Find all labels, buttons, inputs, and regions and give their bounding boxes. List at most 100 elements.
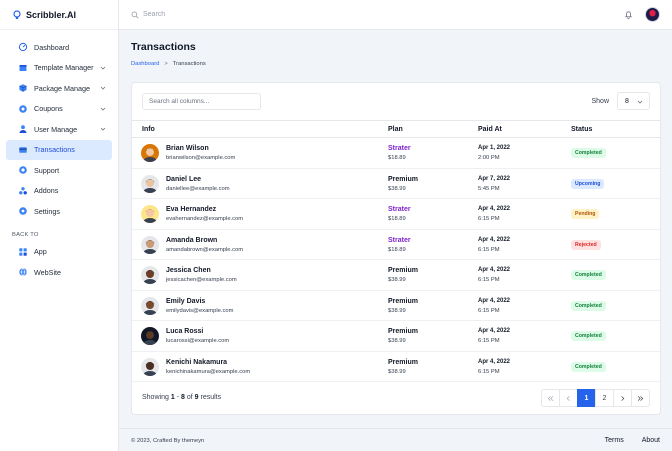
notification-bell-icon[interactable] [624,10,633,19]
table-row[interactable]: Brian Wilson brianwilson@example.com Strat… [132,138,660,169]
user-avatar[interactable] [645,7,660,22]
customer-avatar [141,357,159,376]
plan-name: Strater [388,145,411,152]
results-summary: Showing 1 - 8 of 9 results [142,394,221,401]
footer-link-terms[interactable]: Terms [604,437,624,444]
brand[interactable]: Scribbler.AI [0,0,118,30]
top-search-input[interactable] [143,11,343,18]
topbar-actions [624,7,660,22]
sidebar-item-settings[interactable]: Settings [6,201,112,222]
breadcrumb-separator: > [164,61,168,67]
breadcrumb: Dashboard > Transactions [131,61,206,67]
sidebar-item-label: WebSite [34,267,62,277]
customer-avatar [141,266,159,284]
plan-name: Strater [388,206,411,213]
column-header-plan[interactable]: Plan [388,126,403,133]
plan-name: Premium [388,267,418,274]
sidebar-item-package-manage[interactable]: Package Manage [6,78,112,99]
status-badge: Completed [571,270,606,280]
page-size-value: 8 [625,97,629,105]
customer-avatar [141,174,159,193]
sidebar-item-dashboard[interactable]: Dashboard [6,37,112,58]
sidebar: Scribbler.AI Dashboard Template Manager Pa… [0,0,119,451]
table-row[interactable]: Emily Davis emilydavis@example.com Premium… [132,291,660,321]
addons-icon [18,186,28,196]
status-badge: Completed [571,148,606,158]
customer-name: Kenichi Nakamura [166,358,228,366]
sidebar-item-label: Support [34,165,60,175]
customer-email: lucarossi@example.com [166,338,230,344]
status-badge: Rejected [571,239,601,250]
results-total: 9 [194,394,199,401]
breadcrumb-home-link[interactable]: Dashboard [131,61,160,67]
paid-time: 6:15 PM [478,368,500,375]
sidebar-item-label: Transactions [34,145,75,155]
column-header-status[interactable]: Status [571,126,593,133]
dashboard-icon [18,42,28,52]
table-row[interactable]: Luca Rossi lucarossi@example.com Premium $3… [132,321,660,352]
sidebar-item-label: App [34,247,47,257]
plan-price: $18.89 [388,155,406,161]
chevron-down-icon [100,66,106,70]
sidebar-item-support[interactable]: Support [6,160,112,181]
column-header-paid-at[interactable]: Paid At [478,126,502,133]
table-row[interactable]: Jessica Chen jessicachen@example.com Premi… [132,260,660,291]
page-size-select[interactable]: 8 [617,92,650,110]
sidebar-item-website[interactable]: WebSite [6,262,112,283]
sidebar-item-coupons[interactable]: Coupons [6,99,112,120]
paid-time: 5:45 PM [478,185,500,192]
first-page-button[interactable] [541,389,560,407]
paid-time: 2:00 PM [478,155,500,161]
chevron-down-icon [637,100,643,104]
page-button-2[interactable]: 2 [595,389,614,407]
brand-name: Scribbler.AI [26,9,77,20]
customer-name: Daniel Lee [166,175,202,183]
plan-price: $38.99 [388,338,406,344]
sidebar-item-user-manage[interactable]: User Manage [6,119,112,140]
table-row[interactable]: Amanda Brown amandabrown@example.com Strat… [132,230,660,260]
results-dash: - [176,394,180,401]
column-header-info[interactable]: Info [142,126,155,133]
paid-time: 6:15 PM [478,338,500,344]
sidebar-item-label: Coupons [34,104,63,114]
last-page-button[interactable] [631,389,650,407]
paid-date: Apr 4, 2022 [478,328,511,334]
customer-email: jessicachen@example.com [166,277,237,283]
transactions-card: Show 8 Info Plan Paid At Status Brian Wi… [131,82,661,415]
user-icon [18,124,28,134]
plan-name: Strater [388,236,411,244]
package-icon [18,83,28,93]
coupon-icon [18,104,28,114]
sidebar-item-transactions[interactable]: Transactions [6,139,112,160]
breadcrumb-current: Transactions [172,61,206,67]
globe-icon [18,267,28,277]
page-button-1[interactable]: 1 [577,389,596,407]
sidebar-group-label: BACK TO [12,231,39,238]
customer-name: Luca Rossi [166,328,204,335]
table-row[interactable]: Kenichi Nakamura kenichinakamura@example.… [132,352,660,382]
customer-name: Amanda Brown [166,236,218,244]
footer-link-about[interactable]: About [641,437,660,444]
customer-email: kenichinakamura@example.com [166,368,251,375]
results-from: 1 [170,394,175,401]
paid-date: Apr 4, 2022 [478,358,511,365]
transactions-icon [18,145,28,155]
sidebar-item-app[interactable]: App [6,242,112,263]
sidebar-item-addons[interactable]: Addons [6,181,112,202]
table-row[interactable]: Daniel Lee daniellee@example.com Premium $3… [132,169,660,199]
table-search-input[interactable] [142,93,261,110]
support-icon [18,165,28,175]
table-row[interactable]: Eva Hernandez evahernandez@example.com Str… [132,199,660,230]
footer: © 2023, Crafted By themeyn Terms About [119,428,672,451]
prev-page-button[interactable] [559,389,578,407]
paid-date: Apr 4, 2022 [478,297,511,304]
sidebar-item-template-manager[interactable]: Template Manager [6,58,112,79]
chevron-left-icon [566,395,570,401]
paid-date: Apr 7, 2022 [478,175,511,182]
footer-links: Terms About [587,437,660,444]
next-page-button[interactable] [613,389,632,407]
plan-name: Premium [388,358,418,366]
customer-name: Jessica Chen [166,267,211,274]
status-badge: Pending [571,209,600,219]
sidebar-item-label: Addons [34,186,59,196]
